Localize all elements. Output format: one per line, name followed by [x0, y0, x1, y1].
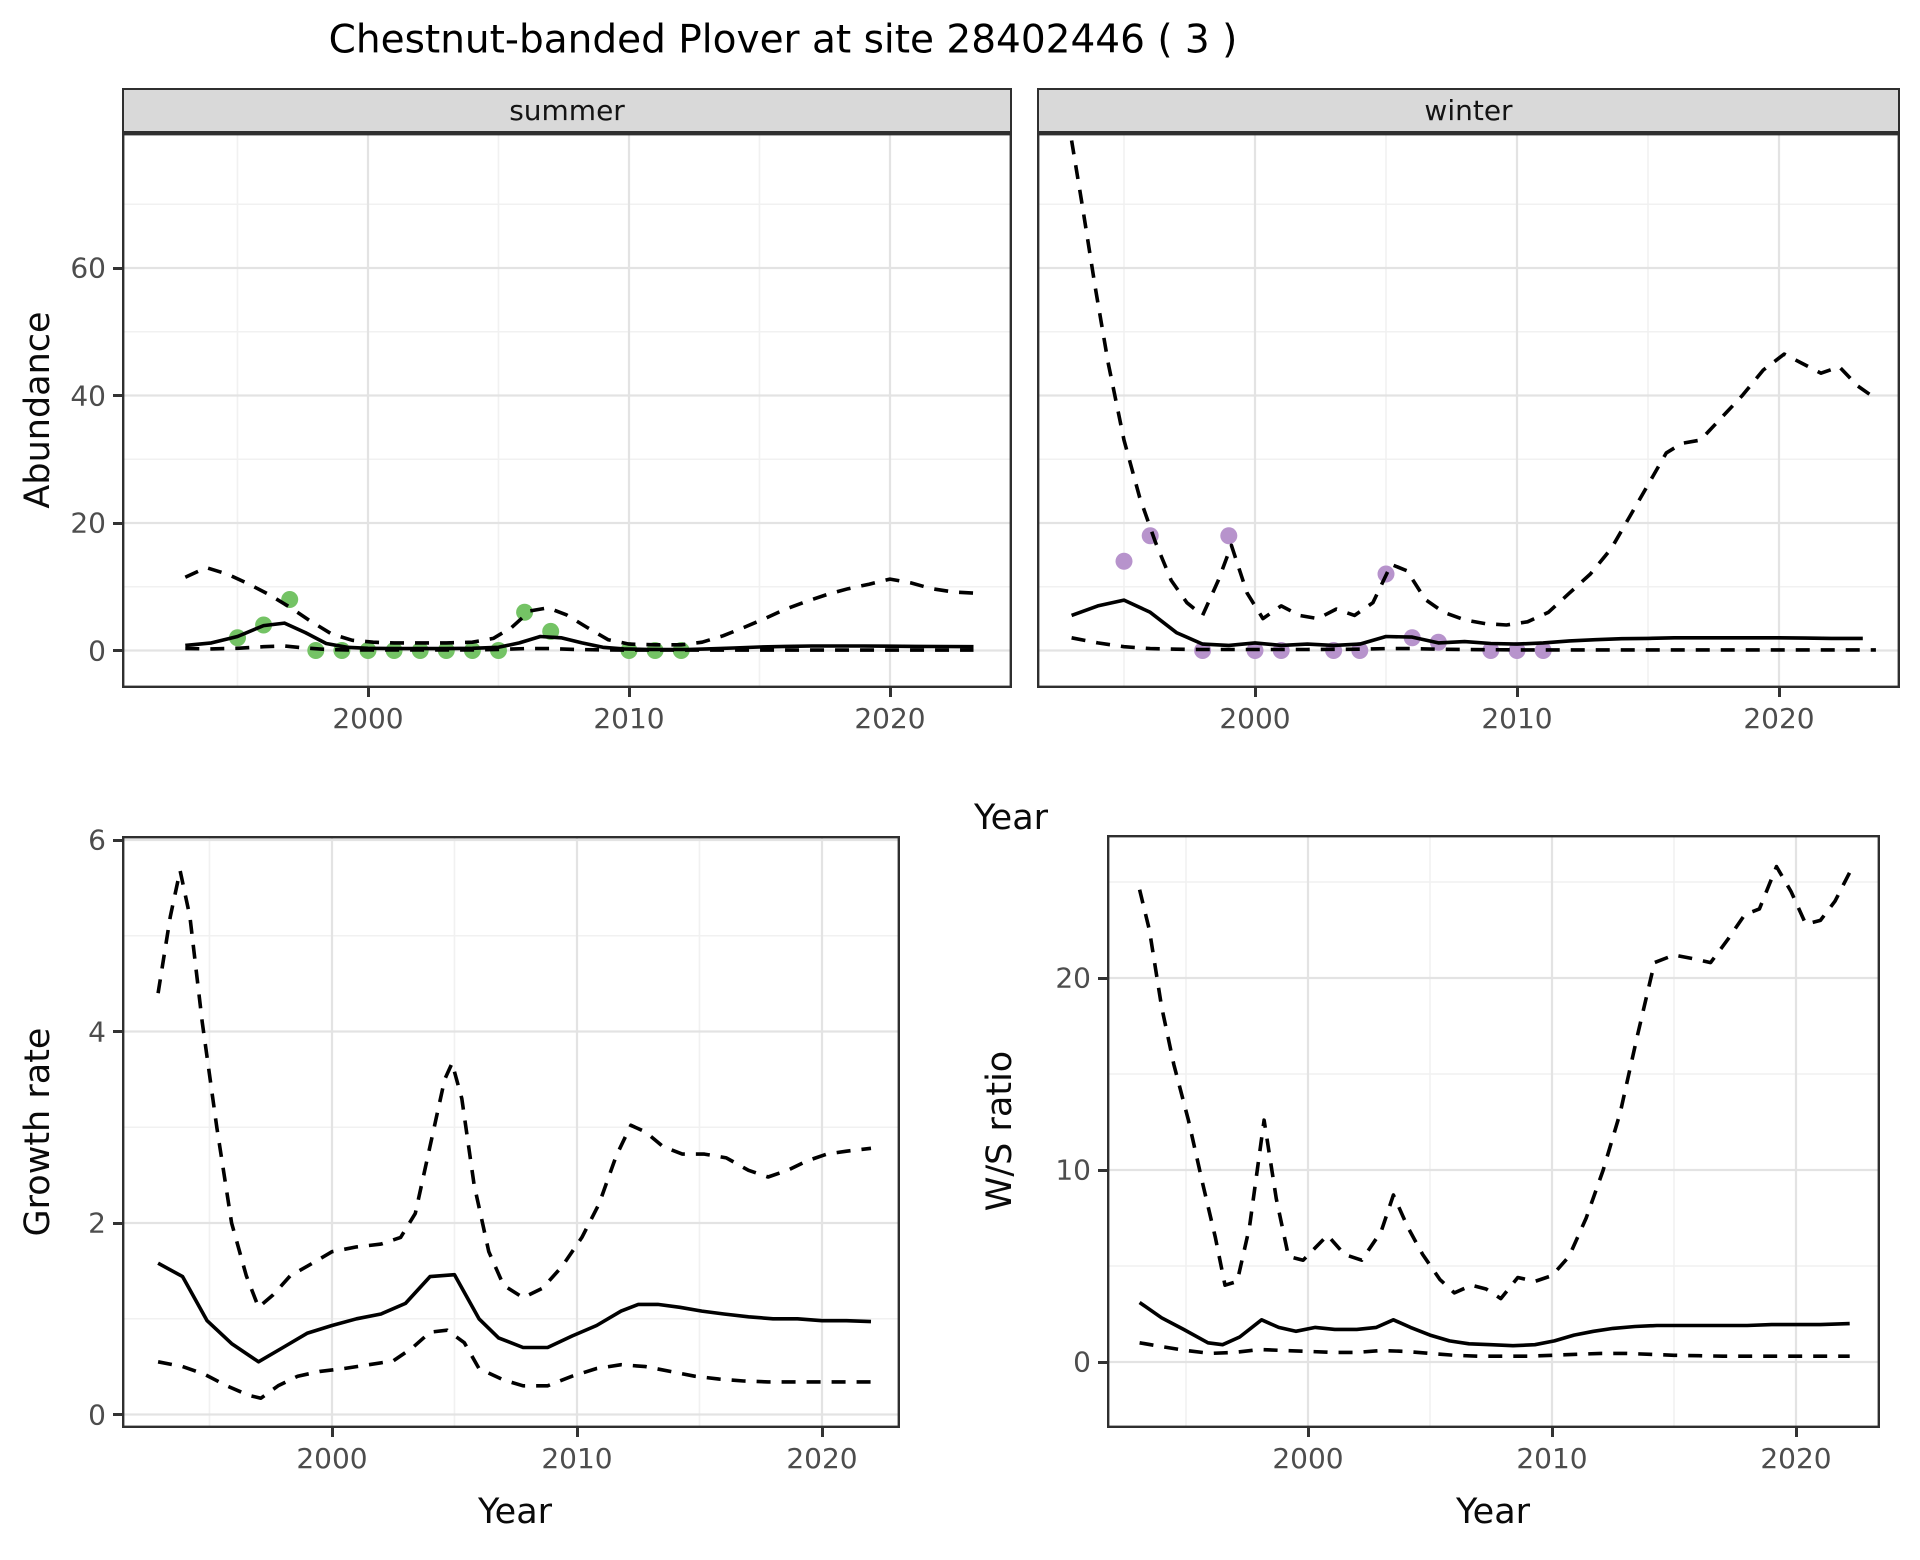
data-point — [1351, 642, 1369, 659]
x-tick-mark — [1253, 688, 1257, 697]
x-tick-mark — [366, 688, 370, 697]
y-tick-mark — [113, 1413, 122, 1416]
panel-growth-rate — [122, 836, 900, 1428]
panel-border — [122, 133, 1012, 688]
x-tick-mark — [627, 688, 631, 697]
y-tick-label: 0 — [1073, 1345, 1091, 1379]
x-tick-label: 2010 — [1516, 1442, 1588, 1475]
x-tick-mark — [330, 1428, 334, 1437]
series-line-upper-ci — [184, 565, 974, 647]
x-tick-mark — [888, 688, 892, 697]
y-tick-label: 2 — [88, 1206, 106, 1240]
x-tick-label: 2000 — [1272, 1442, 1344, 1475]
y-tick-mark — [113, 394, 122, 397]
y-tick-label: 40 — [70, 379, 106, 412]
x-tick-label: 2000 — [1219, 702, 1291, 735]
y-tick-label: 4 — [88, 1015, 106, 1048]
x-tick-label: 2000 — [296, 1442, 368, 1475]
x-tick-label: 2000 — [332, 702, 404, 735]
series-line-mean — [185, 621, 974, 652]
x-tick-mark — [575, 1428, 579, 1437]
y-tick-label: 0 — [88, 634, 106, 667]
panel-border — [122, 836, 900, 1428]
panel-ws-ratio — [1107, 835, 1880, 1428]
x-tick-mark — [1794, 1428, 1798, 1437]
y-tick-label: 6 — [88, 823, 106, 857]
data-point — [1534, 642, 1552, 659]
y-axis-title-abundance: Abundance — [18, 311, 58, 509]
x-tick-mark — [820, 1428, 824, 1437]
y-tick-mark — [113, 1221, 122, 1225]
series-line-mean — [1070, 598, 1863, 648]
data-point — [1482, 642, 1500, 659]
series-line-upper-ci — [1137, 864, 1852, 1301]
facet-strip-label: summer — [509, 94, 625, 127]
x-tick-mark — [1306, 1428, 1310, 1437]
x-tick-label: 2010 — [541, 1442, 613, 1475]
panel-abundance-summer — [122, 133, 1012, 688]
series-line-lower-ci — [157, 1328, 871, 1401]
y-tick-mark — [113, 266, 122, 270]
x-tick-mark — [1777, 688, 1781, 697]
y-tick-mark — [1098, 976, 1107, 980]
x-tick-label: 2020 — [854, 702, 926, 735]
y-axis-title-ws-ratio: W/S ratio — [980, 1050, 1020, 1212]
x-axis-title-year-top: Year — [973, 798, 1049, 838]
series-line-mean — [1138, 1301, 1850, 1348]
data-point — [1115, 552, 1133, 570]
x-tick-label: 2010 — [593, 702, 665, 735]
panel-abundance-winter — [1037, 133, 1900, 688]
y-tick-mark — [113, 649, 122, 652]
y-tick-label: 20 — [70, 506, 106, 540]
series-line-upper-ci — [1069, 140, 1877, 627]
y-tick-mark — [113, 838, 122, 842]
data-point — [516, 603, 534, 621]
y-tick-mark — [113, 521, 122, 525]
series-line-lower-ci — [1071, 636, 1876, 652]
x-tick-label: 2020 — [1760, 1442, 1832, 1475]
y-tick-mark — [1098, 1168, 1107, 1172]
y-axis-title-growth-rate: Growth rate — [18, 1027, 58, 1237]
series-line-mean — [157, 1261, 872, 1364]
y-tick-label: 20 — [1055, 961, 1091, 995]
x-axis-title-year-bottom-left: Year — [477, 1492, 553, 1532]
y-tick-label: 0 — [88, 1398, 106, 1431]
x-tick-label: 2020 — [786, 1442, 858, 1475]
panel-border — [1107, 835, 1880, 1428]
series-line-lower-ci — [185, 644, 974, 652]
y-tick-label: 10 — [1055, 1153, 1091, 1187]
data-point — [1220, 527, 1238, 545]
series-line-upper-ci — [156, 868, 872, 1310]
facet-strip-winter: winter — [1037, 88, 1900, 133]
chart-title: Chestnut-banded Plover at site 28402446 … — [328, 17, 1238, 63]
x-tick-label: 2010 — [1481, 702, 1553, 735]
x-tick-mark — [1515, 688, 1519, 697]
x-axis-title-year-bottom-right: Year — [1455, 1492, 1531, 1532]
x-tick-mark — [1550, 1428, 1554, 1437]
panel-border — [1037, 133, 1900, 688]
x-tick-label: 2020 — [1743, 702, 1815, 735]
data-point — [1508, 642, 1526, 659]
facet-strip-summer: summer — [122, 88, 1012, 133]
y-tick-label: 60 — [70, 251, 106, 285]
y-tick-mark — [1098, 1360, 1107, 1364]
y-tick-mark — [113, 1030, 122, 1033]
series-line-lower-ci — [1139, 1341, 1850, 1359]
facet-strip-label: winter — [1424, 94, 1513, 127]
